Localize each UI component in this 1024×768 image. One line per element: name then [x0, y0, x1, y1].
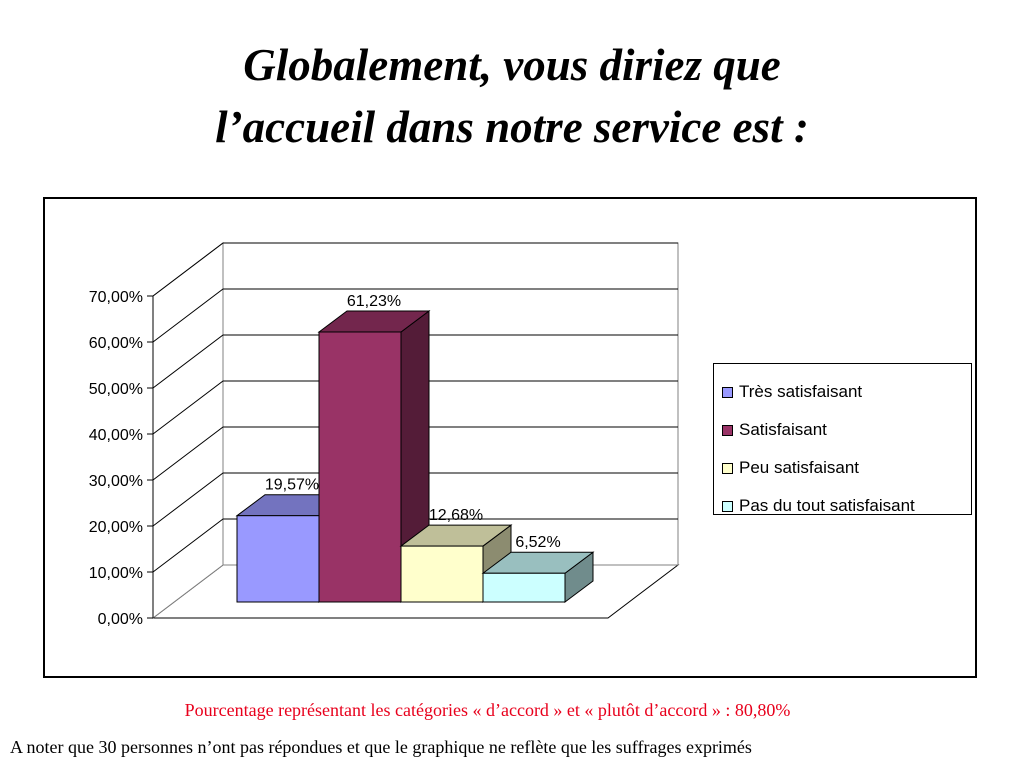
data-label: 12,68% [429, 507, 483, 524]
chart-side-wall [152, 241, 224, 620]
legend-item-pas-du-tout-satisfaisant: Pas du tout satisfaisant [714, 487, 971, 525]
legend-label: Pas du tout satisfaisant [739, 496, 915, 515]
legend-swatch [722, 386, 733, 398]
chart-legend: Très satisfaisant Satisfaisant Peu satis… [713, 363, 972, 515]
gridline [152, 288, 678, 343]
gridline [152, 380, 678, 435]
legend-swatch [722, 424, 733, 436]
title-line-1: Globalement, vous diriez que [243, 40, 781, 90]
gridline [152, 518, 678, 573]
gridline [152, 472, 678, 527]
legend-label: Très satisfaisant [739, 382, 863, 401]
title-line-2: l’accueil dans notre service est : [215, 102, 809, 152]
legend-item-peu-satisfaisant: Peu satisfaisant [714, 449, 971, 487]
bar-front [400, 545, 484, 603]
bar-front [318, 331, 402, 603]
data-label: 19,57% [265, 477, 319, 494]
footnote: A noter que 30 personnes n’ont pas répon… [10, 737, 752, 757]
bar [317, 309, 431, 603]
y-tick-label: 50,00% [89, 381, 143, 398]
legend-swatch [722, 462, 733, 474]
summary-note: Pourcentage représentant les catégories … [184, 700, 791, 720]
y-tick-label: 70,00% [89, 289, 143, 306]
gridline [152, 426, 678, 481]
gridline [152, 242, 678, 297]
y-tick-label: 0,00% [98, 611, 143, 628]
bar-chart: 0,00% 10,00% 20,00% 30,00% 40,00% 50,00% 60,00… [89, 241, 680, 628]
y-tick-label: 30,00% [89, 473, 143, 490]
legend-label: Satisfaisant [739, 420, 827, 439]
slide-title: Globalement, vous diriez que l’accueil d… [0, 34, 1024, 158]
legend-item-satisfaisant: Satisfaisant [714, 411, 971, 449]
bar-front [236, 515, 320, 603]
bar-front [482, 572, 566, 603]
y-tick-label: 60,00% [89, 335, 143, 352]
gridline [152, 334, 678, 389]
legend-item-tres-satisfaisant: Très satisfaisant [714, 373, 971, 411]
y-tick-label: 10,00% [89, 565, 143, 582]
bar [481, 551, 595, 603]
data-label: 61,23% [347, 293, 401, 310]
legend-swatch [722, 500, 733, 512]
y-tick-label: 20,00% [89, 519, 143, 536]
legend-label: Peu satisfaisant [739, 458, 860, 477]
data-label: 6,52% [515, 534, 560, 551]
y-tick-label: 40,00% [89, 427, 143, 444]
